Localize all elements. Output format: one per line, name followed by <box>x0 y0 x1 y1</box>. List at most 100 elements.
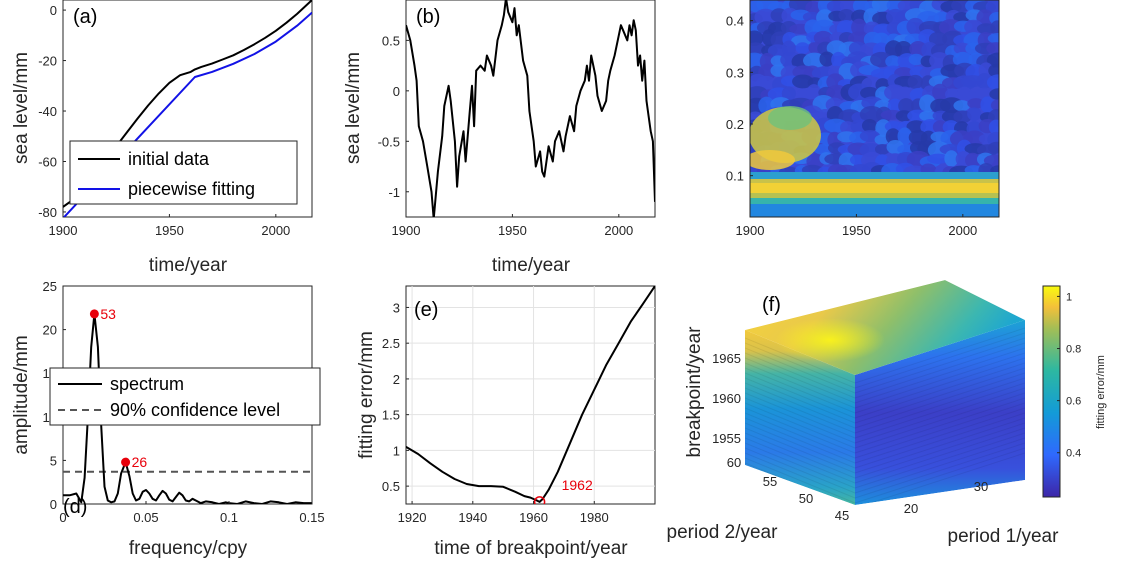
minimum-marker <box>533 496 546 504</box>
heatmap-cell <box>813 143 834 155</box>
ztick-label: 1965 <box>712 351 741 366</box>
panel-f-zlabel: breakpoint/year <box>684 326 705 458</box>
heatmap-band-edge-lower <box>750 193 999 198</box>
panel-c-axes-box <box>749 0 1000 218</box>
ytick-label: 0.4 <box>726 14 744 29</box>
heatmap-cell <box>944 88 960 101</box>
heatmap-cell <box>928 31 948 47</box>
legend-label-piecewise-fitting: piecewise fitting <box>128 179 255 199</box>
xtick-label: 0.1 <box>220 510 238 525</box>
cube-stripe <box>745 432 1025 489</box>
panel-e-xlabel: time of breakpoint/year <box>434 538 628 559</box>
ytick-label: 0.2 <box>726 117 744 132</box>
panel-c: 1900 1950 2000 0.1 0.2 0.3 0.4 <box>726 0 1000 238</box>
xtick-label: 2000 <box>604 223 633 238</box>
series-piecewise-fitting <box>63 11 312 217</box>
panel-e: 1920 1940 1960 1980 0.5 1 1.5 2 2.5 3 1962 (e) tim… <box>356 285 656 559</box>
panel-a-xlabel: time/year <box>149 255 228 276</box>
heatmap-cell <box>795 42 810 54</box>
cube-stripe <box>745 437 1025 494</box>
xtick-label: 1900 <box>49 223 78 238</box>
panel-d-xlabel: frequency/cpy <box>129 538 248 559</box>
panel-d-ylabel: amplitude/mm <box>11 335 32 454</box>
cube-stripe <box>745 382 1025 439</box>
ytick-label: -20 <box>38 54 57 69</box>
xtick-label: 0.15 <box>299 510 324 525</box>
heatmap-cell <box>750 30 764 46</box>
ztick-label: 1955 <box>712 431 741 446</box>
panel-a-ylabel: sea level/mm <box>11 52 32 164</box>
panel-e-ticks: 1920 1940 1960 1980 0.5 1 1.5 2 2.5 3 1962 <box>382 300 609 525</box>
ytick-label: -80 <box>38 205 57 220</box>
heatmap-cell <box>932 83 948 101</box>
ytick-label: 3 <box>393 300 400 315</box>
ytick-label: 0.5 <box>382 479 400 494</box>
panel-b-ylabel: sea level/mm <box>343 52 364 164</box>
legend-label-spectrum: spectrum <box>110 374 184 394</box>
cube-stripe <box>745 427 1025 484</box>
cube-stripe <box>745 412 1025 469</box>
heatmap-cell <box>986 74 999 91</box>
peak-label: 26 <box>132 454 148 470</box>
cube-face-left <box>745 330 855 505</box>
heatmap-cell <box>813 30 833 46</box>
colorbar-gradient <box>1042 285 1061 498</box>
heatmap-cell <box>908 53 924 66</box>
xtick-label: 1960 <box>519 510 548 525</box>
panel-a-legend-box <box>69 140 298 205</box>
panel-f-ticks: 1955 1960 1965 45 50 55 60 20 30 <box>712 351 988 523</box>
heatmap-cell <box>860 86 880 100</box>
heatmap-cell <box>907 74 924 89</box>
cube-stripe <box>745 337 1025 394</box>
ytick-label: 1 <box>393 443 400 458</box>
xtick-label: 0 <box>59 510 66 525</box>
xtick-label: 1950 <box>155 223 184 238</box>
cube-stripe <box>745 342 1025 399</box>
ytick-label: 55 <box>763 474 777 489</box>
panel-c-ticks: 1900 1950 2000 0.1 0.2 0.3 0.4 <box>726 14 977 238</box>
xtick-label: 1920 <box>398 510 427 525</box>
ytick-label: 45 <box>835 508 849 523</box>
peak-marker <box>89 309 99 319</box>
colorbar-tick-label: 1 <box>1066 291 1072 303</box>
colorbar-ticks: 0.4 0.6 0.8 1 <box>1057 291 1081 460</box>
colorbar-tick-label: 0.4 <box>1066 448 1081 460</box>
heatmap-cell <box>967 98 985 109</box>
peak-label: 53 <box>100 306 116 322</box>
heatmap-cell <box>852 0 870 14</box>
heatmap-cell <box>953 110 972 124</box>
panel-d: 00.050.10.1505101520255326 frequency/cpy… <box>11 279 325 559</box>
ytick-label: 2.5 <box>382 336 400 351</box>
series-fitting-error <box>406 286 655 503</box>
xtick-label: 1900 <box>392 223 421 238</box>
heatmap-band-0.04 <box>750 198 999 204</box>
cube-stripe <box>745 377 1025 434</box>
heatmap-cells <box>750 0 999 181</box>
heatmap-cell <box>826 0 845 12</box>
heatmap-cell <box>874 143 890 155</box>
panel-d-label: (d) <box>63 496 87 518</box>
panel-f-label: (f) <box>762 294 781 316</box>
cube-stripe <box>745 422 1025 479</box>
panel-b: 1900 1950 2000 -1 -0.5 0 0.5 (b) time/year sea… <box>343 0 656 276</box>
heatmap-cell <box>819 51 835 67</box>
cube-stripe <box>745 372 1025 429</box>
cube-stripe <box>745 397 1025 454</box>
panel-a: 1900 1950 2000-80-60-40-200 (a) time/year … <box>11 0 313 276</box>
heatmap-cell <box>989 88 999 100</box>
colorbar-label: fitting error/mm <box>1095 355 1107 429</box>
legend-label-initial-data: initial data <box>128 149 210 169</box>
ytick-label: -60 <box>38 154 57 169</box>
heatmap-cell <box>838 9 855 22</box>
xtick-label: 2000 <box>261 223 290 238</box>
ytick-label: 25 <box>43 279 57 294</box>
heatmap-cell <box>885 55 901 68</box>
heatmap-cell <box>987 33 999 44</box>
xtick-label: 1900 <box>736 223 765 238</box>
panel-a-label: (a) <box>73 6 97 28</box>
cube-stripe <box>745 392 1025 449</box>
cube-stripe <box>745 402 1025 459</box>
series-residual <box>406 0 655 217</box>
ytick-label: 60 <box>727 455 741 470</box>
ytick-label: 0 <box>393 84 400 99</box>
